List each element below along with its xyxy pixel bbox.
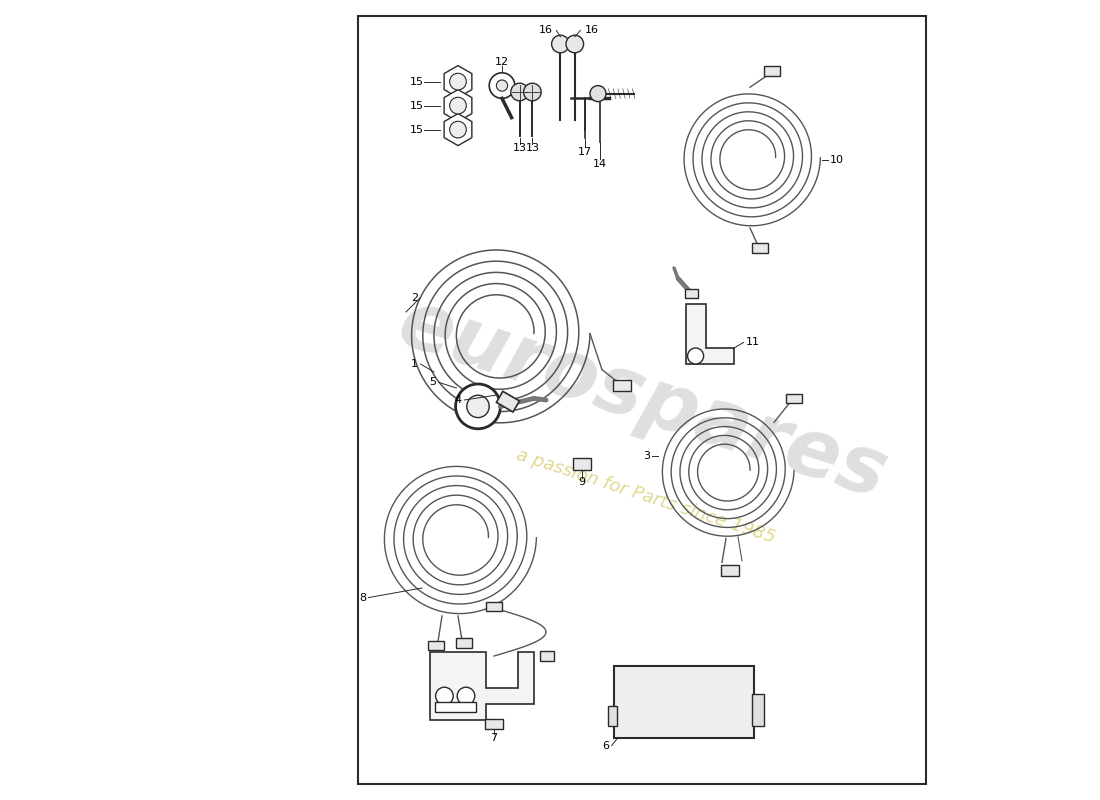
Bar: [752, 243, 769, 253]
Circle shape: [551, 35, 569, 53]
Bar: [456, 638, 472, 648]
Polygon shape: [686, 304, 734, 364]
Text: 11: 11: [746, 338, 760, 347]
Bar: [685, 289, 698, 298]
Circle shape: [455, 384, 500, 429]
Text: 15: 15: [409, 125, 424, 134]
Text: 17: 17: [579, 147, 592, 157]
Bar: [764, 66, 780, 76]
Circle shape: [450, 98, 466, 114]
Bar: [428, 641, 443, 650]
Text: 8: 8: [359, 593, 366, 602]
Polygon shape: [444, 114, 472, 146]
Text: 10: 10: [830, 155, 844, 165]
Circle shape: [524, 83, 541, 101]
Polygon shape: [444, 66, 472, 98]
Bar: [613, 380, 630, 390]
Bar: [540, 651, 554, 661]
Bar: [485, 719, 503, 729]
Circle shape: [450, 74, 466, 90]
Circle shape: [450, 122, 466, 138]
Text: 4: 4: [455, 395, 462, 405]
Bar: [607, 706, 617, 726]
Text: 16: 16: [538, 26, 552, 35]
Circle shape: [466, 395, 490, 418]
Bar: [751, 694, 763, 726]
Bar: [722, 565, 739, 576]
Bar: [434, 702, 476, 712]
Polygon shape: [444, 90, 472, 122]
Circle shape: [510, 83, 528, 101]
Bar: [486, 602, 502, 611]
Polygon shape: [430, 652, 534, 720]
Circle shape: [566, 35, 584, 53]
Text: 13: 13: [513, 143, 527, 153]
Text: 1: 1: [411, 359, 418, 369]
Text: 9: 9: [579, 478, 585, 487]
Text: eurospares: eurospares: [388, 284, 896, 516]
Text: 5: 5: [429, 378, 437, 387]
Circle shape: [458, 687, 475, 705]
Text: 2: 2: [411, 293, 418, 302]
Text: 15: 15: [409, 77, 424, 86]
Text: 6: 6: [602, 741, 609, 750]
Bar: [786, 394, 802, 403]
Circle shape: [688, 348, 704, 364]
Text: 3: 3: [644, 451, 650, 461]
Bar: [358, 16, 926, 784]
Circle shape: [590, 86, 606, 102]
Circle shape: [436, 687, 453, 705]
Bar: [496, 391, 519, 412]
Text: 16: 16: [584, 26, 598, 35]
Text: 15: 15: [409, 101, 424, 110]
Circle shape: [496, 80, 507, 91]
Text: 7: 7: [491, 733, 497, 742]
Text: 14: 14: [593, 159, 607, 169]
Bar: [573, 458, 591, 470]
Text: 13: 13: [526, 143, 539, 153]
Circle shape: [490, 73, 515, 98]
Text: 12: 12: [495, 57, 509, 66]
Text: a passion for Parts since 1985: a passion for Parts since 1985: [514, 446, 778, 546]
Bar: [614, 666, 754, 738]
